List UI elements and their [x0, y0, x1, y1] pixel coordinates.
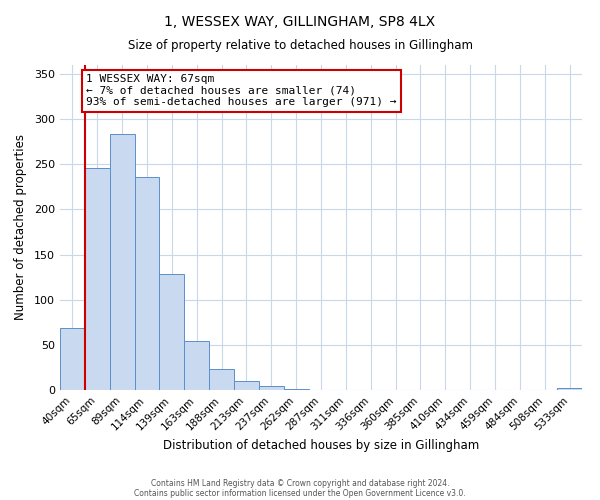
Bar — [259, 386, 284, 390]
Text: Contains HM Land Registry data © Crown copyright and database right 2024.: Contains HM Land Registry data © Crown c… — [151, 478, 449, 488]
Bar — [284, 389, 308, 390]
X-axis label: Distribution of detached houses by size in Gillingham: Distribution of detached houses by size … — [163, 438, 479, 452]
Bar — [234, 381, 259, 390]
Text: Size of property relative to detached houses in Gillingham: Size of property relative to detached ho… — [128, 39, 473, 52]
Bar — [85, 168, 110, 390]
Bar — [110, 134, 134, 390]
Text: 1, WESSEX WAY, GILLINGHAM, SP8 4LX: 1, WESSEX WAY, GILLINGHAM, SP8 4LX — [164, 15, 436, 29]
Bar — [60, 328, 85, 390]
Y-axis label: Number of detached properties: Number of detached properties — [14, 134, 27, 320]
Bar — [134, 177, 160, 390]
Bar — [184, 341, 209, 390]
Text: Contains public sector information licensed under the Open Government Licence v3: Contains public sector information licen… — [134, 488, 466, 498]
Bar — [557, 388, 582, 390]
Bar — [209, 369, 234, 390]
Bar — [160, 274, 184, 390]
Text: 1 WESSEX WAY: 67sqm
← 7% of detached houses are smaller (74)
93% of semi-detache: 1 WESSEX WAY: 67sqm ← 7% of detached hou… — [86, 74, 397, 107]
